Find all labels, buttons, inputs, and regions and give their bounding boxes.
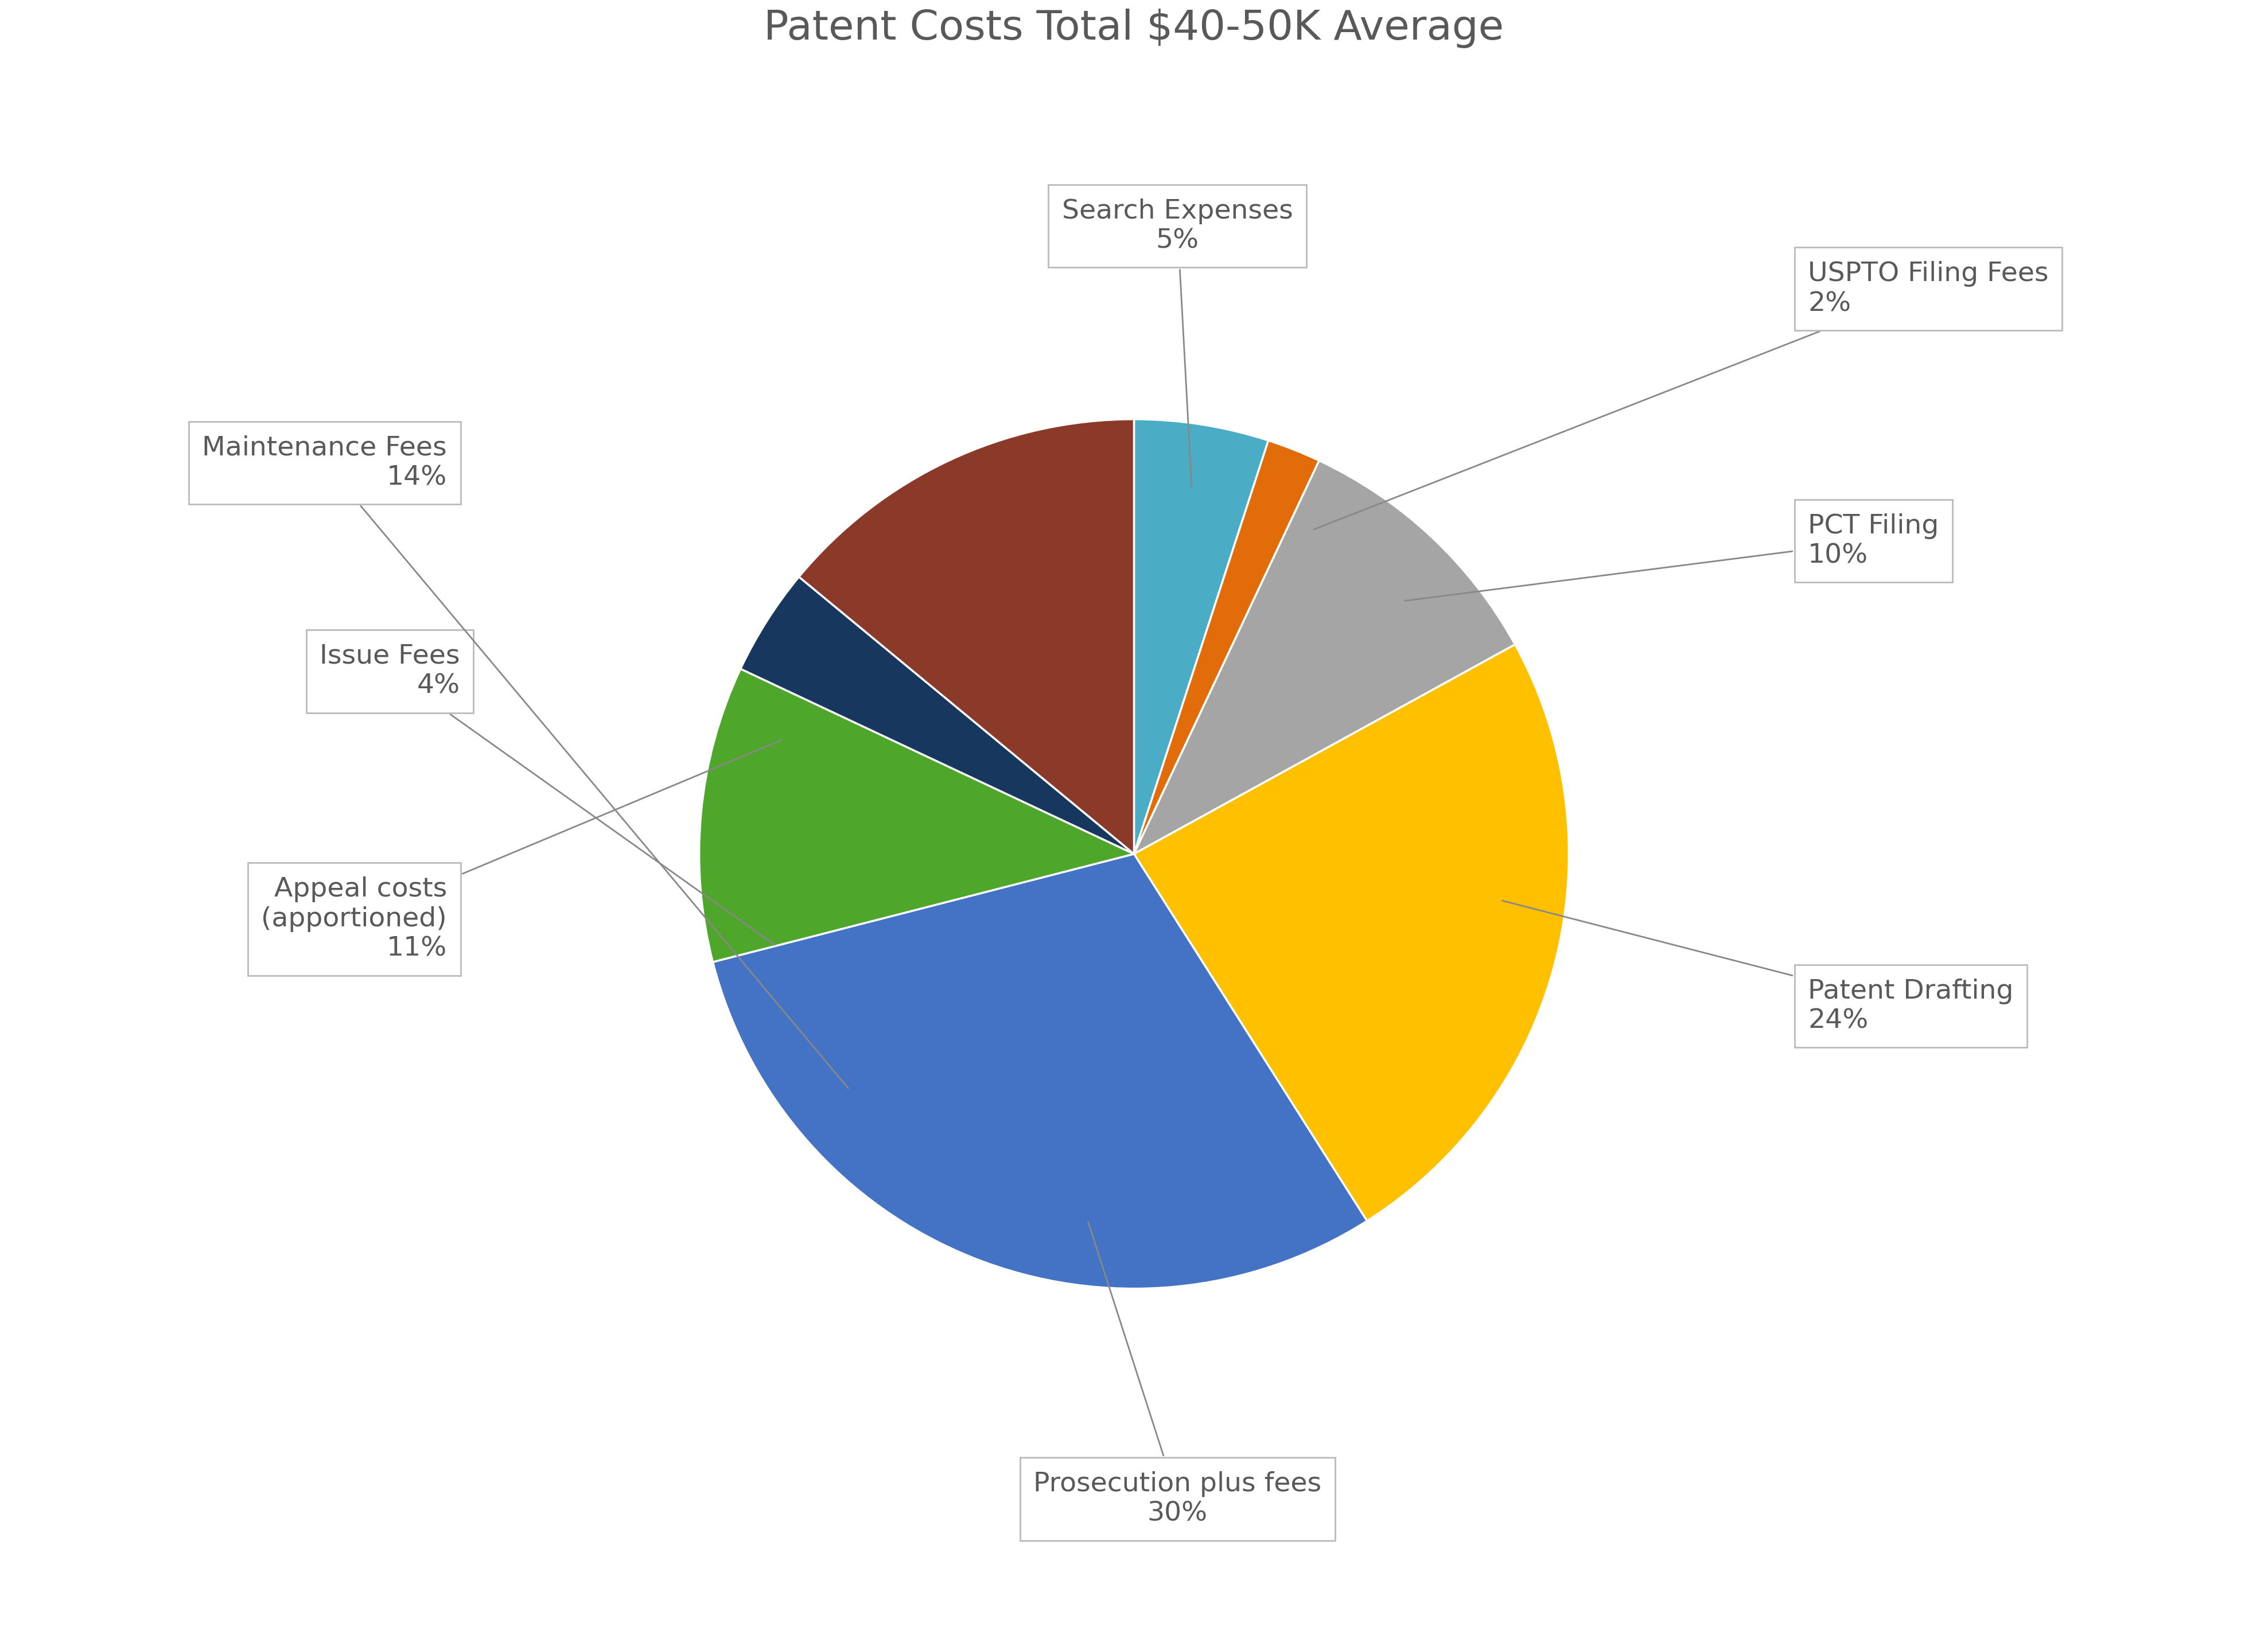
Wedge shape	[1134, 419, 1268, 854]
Text: Prosecution plus fees
30%: Prosecution plus fees 30%	[1034, 1222, 1322, 1527]
Text: USPTO Filing Fees
2%: USPTO Filing Fees 2%	[1313, 262, 2048, 530]
Wedge shape	[712, 854, 1368, 1288]
Title: Patent Costs Total $40-50K Average: Patent Costs Total $40-50K Average	[764, 8, 1504, 48]
Text: Maintenance Fees
14%: Maintenance Fees 14%	[202, 434, 848, 1089]
Text: Issue Fees
4%: Issue Fees 4%	[320, 643, 776, 944]
Wedge shape	[1134, 461, 1515, 854]
Text: Patent Drafting
24%: Patent Drafting 24%	[1501, 900, 2014, 1035]
Text: Search Expenses
5%: Search Expenses 5%	[1061, 199, 1293, 487]
Wedge shape	[798, 419, 1134, 854]
Wedge shape	[699, 670, 1134, 962]
Wedge shape	[742, 577, 1134, 854]
Wedge shape	[1134, 645, 1569, 1221]
Wedge shape	[1134, 441, 1320, 854]
Text: Appeal costs
(apportioned)
11%: Appeal costs (apportioned) 11%	[261, 740, 780, 962]
Text: PCT Filing
10%: PCT Filing 10%	[1404, 513, 1939, 600]
